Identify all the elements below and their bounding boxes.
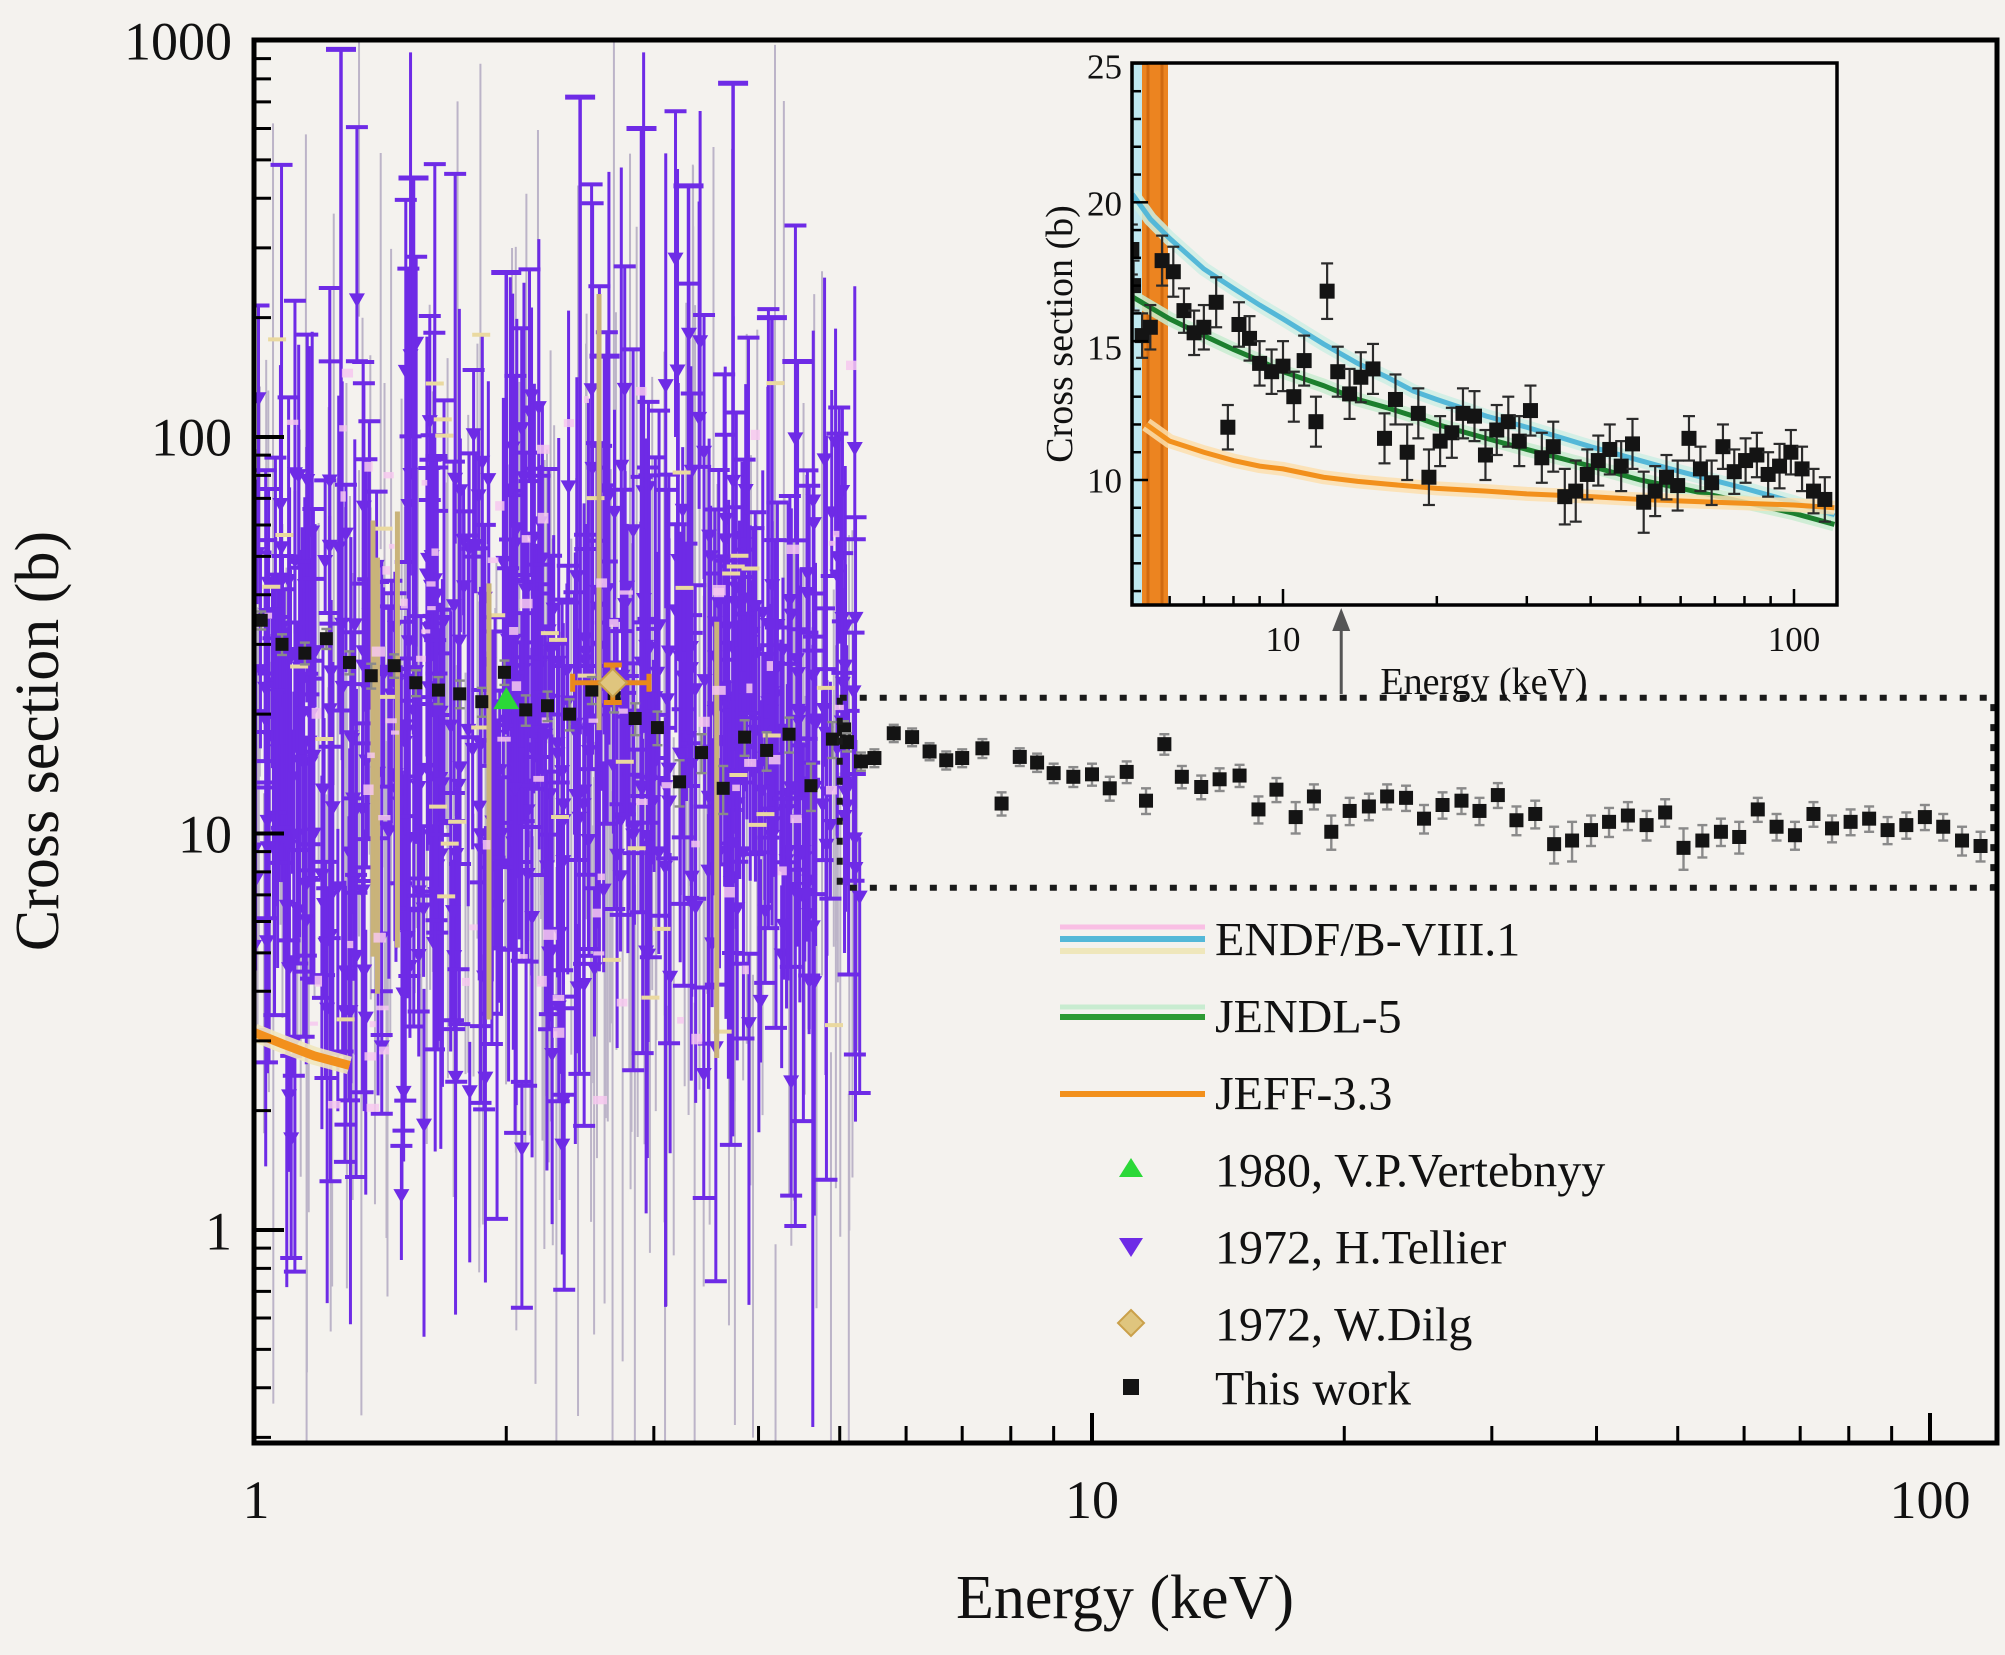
main-xtick-100: 100 (1890, 1470, 1971, 1530)
this-work-series-low (254, 610, 839, 816)
main-xtick-10: 10 (1065, 1470, 1119, 1530)
inset-plot (1130, 61, 1839, 607)
legend-marker-diamond (1116, 1308, 1146, 1338)
main-ytick-100: 100 (151, 407, 232, 467)
main-ytick-1000: 1000 (124, 11, 232, 71)
legend-samples (1060, 924, 1205, 1395)
inset-xtick-100: 100 (1768, 620, 1821, 659)
legend-label-jeff: JEFF-3.3 (1215, 1067, 1392, 1120)
inset-xaxis-title: Energy (keV) (1380, 661, 1587, 703)
legend-label-dilg: 1972, W.Dilg (1215, 1298, 1472, 1351)
main-frame (251, 37, 2000, 1446)
chart-layer (251, 37, 2000, 1446)
dilg-point (570, 662, 652, 705)
main-xaxis-title: Energy (keV) (956, 1564, 1294, 1632)
inset-ytick-25: 25 (1087, 48, 1122, 87)
main-ytick-1: 1 (205, 1201, 232, 1261)
tellier-texture (262, 294, 857, 1112)
inset-this-work-series (1132, 223, 1833, 534)
legend-marker-triangle-up (1119, 1158, 1143, 1177)
legend-label-endf: ENDF/B-VIII.1 (1215, 913, 1520, 966)
this-work-series-box (837, 719, 1988, 871)
inset-ytick-15: 15 (1087, 329, 1122, 368)
legend-label-tellier: 1972, H.Tellier (1215, 1221, 1506, 1274)
inset-ytick-20: 20 (1087, 185, 1122, 224)
dashed-highlight-box (836, 694, 1997, 891)
main-plot-area (254, 42, 1988, 1441)
inset-content (1132, 63, 1837, 605)
main-yaxis-title: Cross section (b) (4, 531, 72, 951)
legend-label-jendl: JENDL-5 (1215, 990, 1402, 1043)
inset-arrow-marker (1332, 608, 1351, 694)
main-xtick-1: 1 (243, 1470, 270, 1530)
legend-marker-square (1123, 1379, 1139, 1395)
inset-yaxis-title: Cross section (b) (1039, 205, 1081, 463)
text-layer: 1000 100 10 1 1 10 100 Energy (keV) Cros… (4, 11, 1971, 1632)
legend-label-vertebnyy: 1980, V.P.Vertebnyy (1215, 1144, 1605, 1197)
inset-xtick-10: 10 (1266, 620, 1301, 659)
jeff-main-segment (254, 1028, 351, 1070)
main-ytick-10: 10 (178, 804, 232, 864)
legend-label-this-work: This work (1215, 1362, 1411, 1415)
inset-frame (1130, 61, 1839, 607)
legend-marker-triangle-down (1119, 1238, 1143, 1257)
inset-ytick-10: 10 (1087, 462, 1122, 501)
vertebnyy-point (493, 687, 520, 710)
inset-background (1132, 63, 1837, 605)
